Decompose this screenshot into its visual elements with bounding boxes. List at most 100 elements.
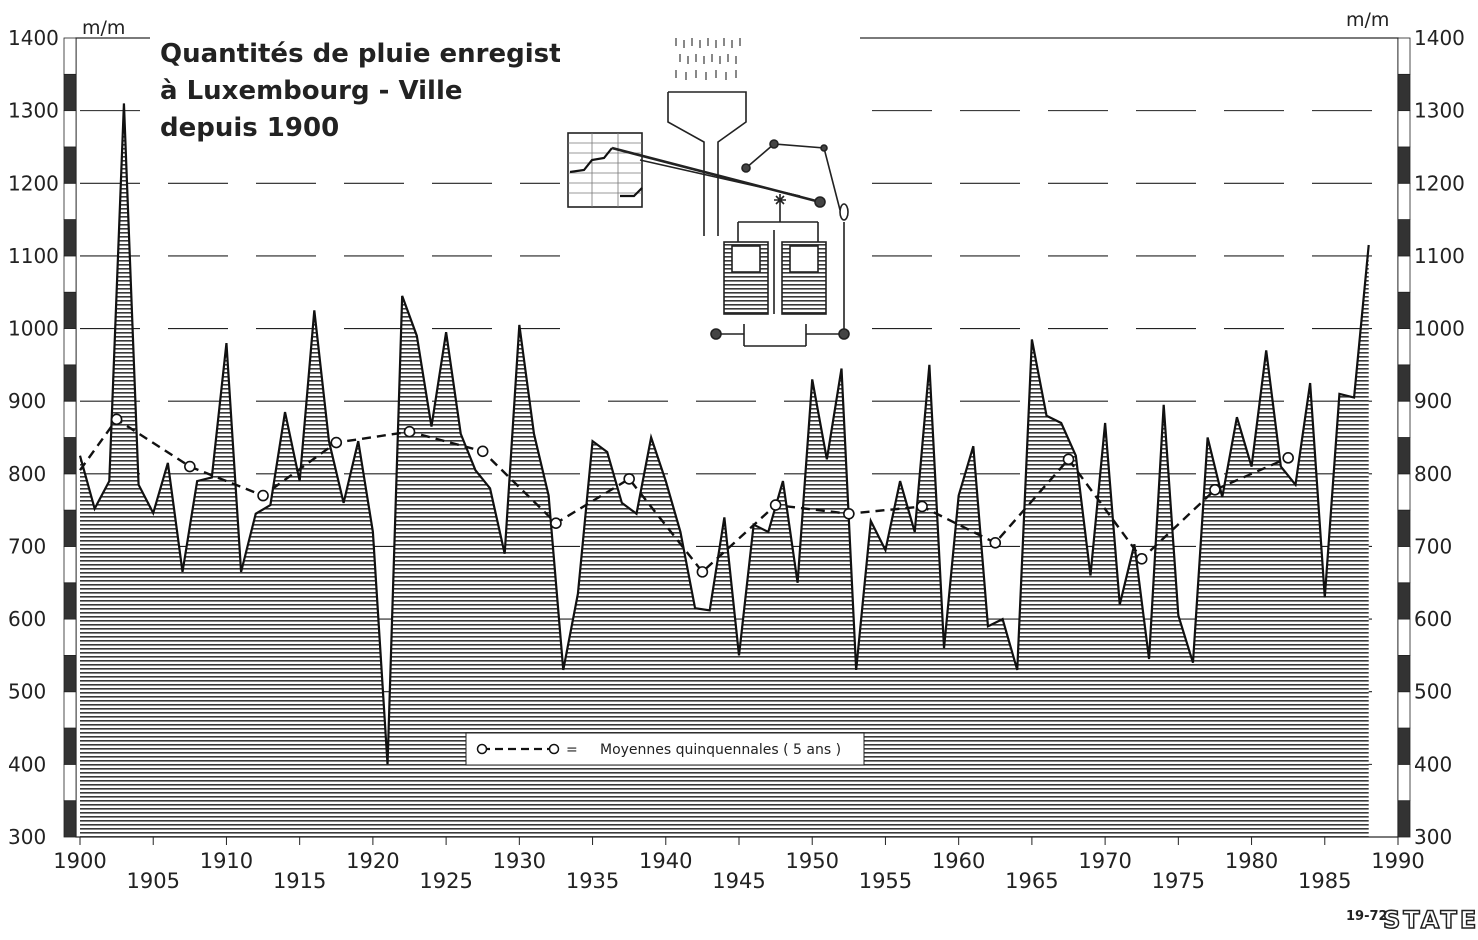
axis-segment xyxy=(63,110,77,148)
axis-segment xyxy=(63,473,77,511)
rainfall-area xyxy=(80,103,1369,837)
y-tick-label: 1200 xyxy=(8,171,59,195)
y-tick-labels-left: 300 400 500 600 700 800 900 1000 1100 1200 1300 140… xyxy=(8,26,59,849)
axis-segment xyxy=(63,255,77,293)
axis-segment xyxy=(1397,110,1411,148)
axis-segment xyxy=(63,219,77,257)
axis-segment xyxy=(1397,291,1411,329)
axis-segment xyxy=(1397,37,1411,75)
axis-segment xyxy=(63,763,77,802)
x-tick-label: 1915 xyxy=(273,869,326,893)
axis-segment xyxy=(1397,182,1411,220)
legend-marker-right xyxy=(548,743,560,755)
axis-segment xyxy=(1397,73,1411,112)
axis-segment xyxy=(63,727,77,765)
average-point xyxy=(843,507,855,520)
x-tick-label: 1970 xyxy=(1078,849,1131,873)
x-tick-label: 1990 xyxy=(1371,849,1424,873)
average-point xyxy=(1135,553,1148,565)
axis-segment xyxy=(1397,655,1411,693)
chart-title-line-1: Quantités de pluie enregistrées xyxy=(160,39,625,69)
axis-segment xyxy=(63,509,77,547)
axis-segment xyxy=(1397,618,1411,656)
legend-label: Moyennes quinquennales ( 5 ans ) xyxy=(600,742,841,758)
x-tick-label: 1920 xyxy=(346,849,399,873)
axis-segment xyxy=(1397,437,1411,475)
axis-segment xyxy=(63,582,77,620)
average-point xyxy=(403,425,416,438)
average-point xyxy=(1282,452,1294,464)
axis-segment xyxy=(1397,219,1411,257)
y-tick-label: 700 xyxy=(8,534,46,558)
x-tick-label: 1980 xyxy=(1225,849,1278,873)
axis-segment xyxy=(1397,255,1411,293)
axis-segment xyxy=(63,800,77,838)
axis-segment xyxy=(63,400,77,438)
average-point xyxy=(769,499,782,511)
y-tick-label: 1200 xyxy=(1414,171,1465,195)
y-tick-label: 900 xyxy=(1414,389,1452,413)
average-line xyxy=(79,417,1289,574)
y-tick-label: 1000 xyxy=(1414,317,1465,341)
unit-right: m/m xyxy=(1346,9,1389,31)
x-tick-label: 1950 xyxy=(785,849,838,873)
y-tick-label: 300 xyxy=(1414,825,1452,849)
x-tick-label: 1975 xyxy=(1152,869,1205,893)
axis-segment xyxy=(63,618,77,656)
chart-title-line-3: depuis 1900 xyxy=(160,113,339,143)
axis-segment xyxy=(63,437,77,475)
axis-segment xyxy=(63,37,77,75)
y-tick-label: 500 xyxy=(1414,680,1452,704)
axis-segment xyxy=(1397,328,1411,366)
average-point xyxy=(110,413,123,426)
x-tick-label: 1900 xyxy=(53,849,106,873)
average-point xyxy=(623,473,635,485)
y-tick-label: 1100 xyxy=(1414,244,1465,268)
axis-segment xyxy=(63,73,77,112)
x-tick-label: 1925 xyxy=(419,869,472,893)
y-tick-label: 800 xyxy=(8,462,46,486)
average-point xyxy=(184,460,196,473)
y-tick-label: 400 xyxy=(1414,752,1452,776)
unit-left: m/m xyxy=(82,17,125,39)
x-tick-labels: 1900 1905 1910 1915 1920 1925 1930 1935 1940 1945… xyxy=(53,837,1425,893)
average-point xyxy=(989,537,1002,549)
y-tick-label: 700 xyxy=(1414,534,1452,558)
axis-segment xyxy=(63,328,77,366)
footer-code: 19-72 xyxy=(1346,909,1388,924)
axis-segment xyxy=(1397,763,1411,802)
average-point xyxy=(330,436,343,449)
axis-segment xyxy=(1397,146,1411,184)
y-tick-label: 1300 xyxy=(8,99,59,123)
average-point xyxy=(916,500,928,513)
y-tick-label: 1400 xyxy=(1414,26,1465,50)
x-tick-label: 1955 xyxy=(859,869,912,893)
average-point xyxy=(1062,453,1075,466)
average-point xyxy=(257,489,269,502)
statec-logo: STATEC xyxy=(1383,906,1478,934)
axis-segment xyxy=(63,291,77,329)
axis-segment xyxy=(1397,364,1411,402)
average-point xyxy=(476,445,489,458)
axis-segment xyxy=(1397,509,1411,547)
y-tick-label: 1300 xyxy=(1414,99,1465,123)
left-axis-bar xyxy=(63,37,77,838)
x-tick-label: 1910 xyxy=(200,849,253,873)
axis-segment xyxy=(63,182,77,220)
rain-drops-icon xyxy=(675,38,741,80)
x-tick-label: 1985 xyxy=(1298,869,1351,893)
x-tick-label: 1965 xyxy=(1005,869,1058,893)
x-tick-label: 1905 xyxy=(126,869,179,893)
rain-gauge-illustration xyxy=(560,30,860,350)
axis-segment xyxy=(1397,691,1411,729)
y-tick-label: 600 xyxy=(8,607,46,631)
average-point xyxy=(550,517,562,530)
y-tick-label: 1400 xyxy=(8,26,59,50)
axis-segment xyxy=(63,546,77,584)
axis-segment xyxy=(1397,727,1411,765)
x-tick-label: 1960 xyxy=(932,849,985,873)
y-tick-label: 900 xyxy=(8,389,46,413)
axis-segment xyxy=(63,691,77,729)
chart-title-line-2: à Luxembourg - Ville xyxy=(160,76,463,106)
y-tick-label: 600 xyxy=(1414,607,1452,631)
